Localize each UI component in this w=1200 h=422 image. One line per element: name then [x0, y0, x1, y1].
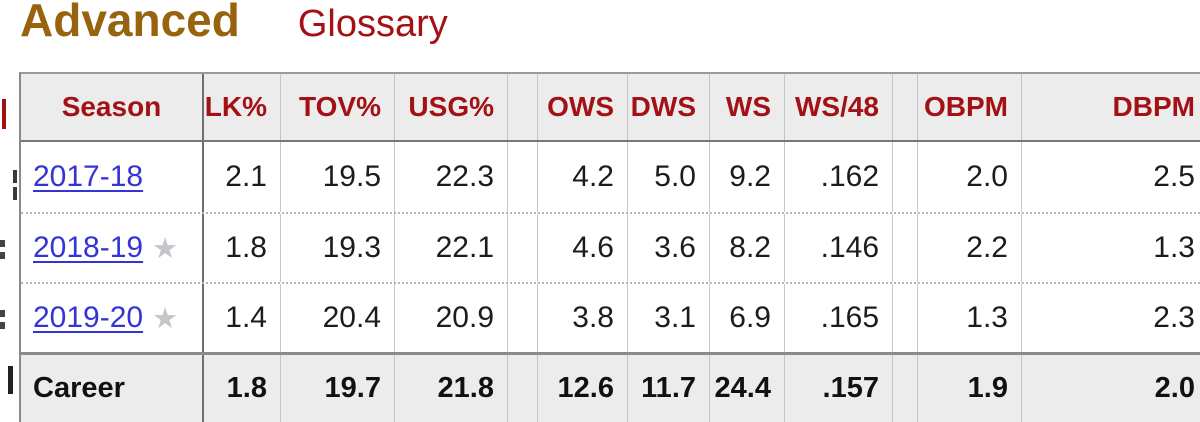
column-spacer — [893, 355, 918, 422]
stat-cell-dbpm: 2.0 — [1022, 355, 1200, 422]
career-label: Career — [21, 355, 204, 422]
stat-cell-usg-pct: 22.1 — [395, 214, 508, 282]
stat-cell-blk-pct: 1.8 — [204, 355, 281, 422]
stat-cell-dbpm: 1.3 — [1153, 231, 1195, 264]
career-summary-row: Career 1.8 19.7 21.8 12.6 11.7 24.4 .157… — [21, 352, 1200, 422]
stat-cell-dbpm: 2.3 — [1153, 301, 1195, 334]
stat-cell-dws: 11.7 — [628, 355, 710, 422]
all-star-icon: ★ — [152, 232, 179, 265]
stat-cell-ws: 8.2 — [710, 214, 785, 282]
stat-cell-ows: 4.6 — [538, 214, 628, 282]
column-spacer — [508, 214, 538, 282]
table-header-row: Season BLK% TOV% USG% OWS DWS WS WS/48 O… — [21, 74, 1200, 142]
stat-cell-blk-pct: 2.1 — [204, 142, 281, 212]
clipped-text-fragment — [0, 240, 5, 247]
stat-cell-blk-pct: 1.8 — [204, 214, 281, 282]
all-star-icon: ★ — [152, 302, 179, 335]
column-header-tov-pct[interactable]: TOV% — [281, 74, 395, 140]
stat-cell-tov-pct: 20.4 — [281, 284, 395, 352]
stat-cell-ows: 3.8 — [538, 284, 628, 352]
season-cell: 2017-18 — [21, 142, 204, 212]
column-header-blk-pct[interactable]: BLK% — [204, 74, 281, 140]
season-cell: 2019-20 ★ — [21, 284, 204, 352]
stat-cell-obpm: 2.0 — [918, 142, 1022, 212]
season-cell: 2018-19 ★ — [21, 214, 204, 282]
column-header-obpm[interactable]: OBPM — [918, 74, 1022, 140]
stat-cell-ows: 4.2 — [538, 142, 628, 212]
clipped-text-fragment — [13, 170, 17, 183]
stat-cell-ws48: .165 — [785, 284, 893, 352]
stat-cell-obpm: 1.9 — [918, 355, 1022, 422]
stat-cell-tov-pct: 19.7 — [281, 355, 395, 422]
clipped-text-fragment — [0, 310, 5, 317]
stat-cell-obpm: 2.2 — [918, 214, 1022, 282]
season-link-2017-18[interactable]: 2017-18 — [33, 160, 144, 193]
stat-cell-usg-pct: 22.3 — [395, 142, 508, 212]
column-spacer — [508, 355, 538, 422]
stat-cell-dws: 3.1 — [628, 284, 710, 352]
column-spacer — [893, 214, 918, 282]
clipped-text-fragment — [13, 187, 17, 200]
stat-cell-dws: 3.6 — [628, 214, 710, 282]
column-header-usg-pct[interactable]: USG% — [395, 74, 508, 140]
stat-cell-ws48: .146 — [785, 214, 893, 282]
stat-cell-usg-pct: 21.8 — [395, 355, 508, 422]
stat-cell-obpm: 1.3 — [918, 284, 1022, 352]
glossary-link[interactable]: Glossary — [297, 3, 448, 45]
clipped-text-fragment — [2, 99, 6, 129]
column-header-dbpm[interactable]: DBPM — [1022, 74, 1200, 140]
clipped-text-fragment — [0, 322, 5, 329]
stat-cell-dws: 5.0 — [628, 142, 710, 212]
stat-cell-ws: 6.9 — [710, 284, 785, 352]
column-spacer — [893, 142, 918, 212]
advanced-stats-table: Season BLK% TOV% USG% OWS DWS WS WS/48 O… — [19, 72, 1200, 422]
stat-cell-blk-pct: 1.4 — [204, 284, 281, 352]
table-row: 2019-20 ★ 1.4 20.4 20.9 3.8 3.1 6.9 .165 … — [21, 282, 1200, 352]
table-row: 2018-19 ★ 1.8 19.3 22.1 4.6 3.6 8.2 .146 … — [21, 212, 1200, 282]
season-link-2019-20[interactable]: 2019-20 — [33, 301, 144, 334]
season-link-2018-19[interactable]: 2018-19 — [33, 231, 144, 264]
column-header-ws48[interactable]: WS/48 — [785, 74, 893, 140]
column-spacer — [893, 284, 918, 352]
column-spacer — [508, 74, 538, 140]
stat-cell-dbpm: 2.5 — [1153, 160, 1195, 193]
stat-cell-ws: 9.2 — [710, 142, 785, 212]
table-row: 2017-18 2.1 19.5 22.3 4.2 5.0 9.2 .162 2… — [21, 142, 1200, 212]
column-header-ws[interactable]: WS — [710, 74, 785, 140]
column-header-ows[interactable]: OWS — [538, 74, 628, 140]
stat-cell-ws48: .157 — [785, 355, 893, 422]
column-spacer — [508, 142, 538, 212]
stat-cell-tov-pct: 19.3 — [281, 214, 395, 282]
stat-cell-tov-pct: 19.5 — [281, 142, 395, 212]
column-header-season[interactable]: Season — [21, 74, 204, 140]
clipped-text-fragment — [0, 252, 5, 259]
stat-cell-ws: 24.4 — [710, 355, 785, 422]
page-title: Advanced — [20, 0, 240, 46]
column-spacer — [893, 74, 918, 140]
section-header: Advanced Glossary — [20, 0, 448, 50]
column-spacer — [508, 284, 538, 352]
stat-cell-ows: 12.6 — [538, 355, 628, 422]
stat-cell-ws48: .162 — [785, 142, 893, 212]
clipped-text-fragment — [8, 366, 13, 394]
column-header-dws[interactable]: DWS — [628, 74, 710, 140]
stat-cell-usg-pct: 20.9 — [395, 284, 508, 352]
